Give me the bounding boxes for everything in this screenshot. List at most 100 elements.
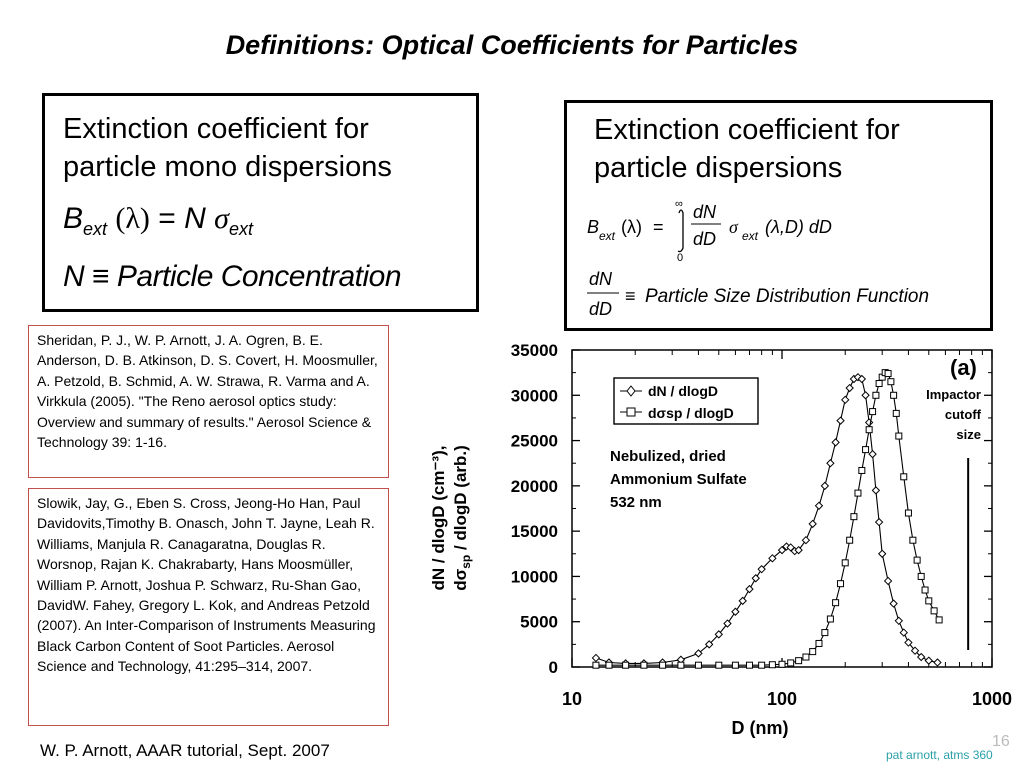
data-point-square	[872, 391, 880, 399]
data-point-square	[758, 661, 766, 669]
data-point-diamond	[826, 459, 835, 468]
data-point-square	[815, 639, 823, 647]
eq-equals: =	[158, 202, 176, 235]
cutoff-label-1: Impactor	[926, 387, 981, 402]
disp-eq2-den: dD	[589, 299, 612, 319]
plot-area: 0 5000 10000 15000 20000 25000 30000 35000 10 100…	[511, 341, 1012, 709]
mono-equation-1: Bext (λ) = N σext	[63, 202, 253, 240]
eq-lambda: (λ)	[115, 202, 150, 235]
data-point-square	[858, 466, 866, 474]
y-tick-label: 20000	[511, 477, 558, 496]
data-point-diamond	[871, 486, 881, 495]
y-tick-label: 10000	[511, 567, 558, 586]
eq-sub-ext: ext	[83, 219, 108, 239]
chart-annotation: Nebulized, dried Ammonium Sulfate 532 nm	[610, 448, 747, 511]
data-point-diamond	[694, 649, 703, 658]
data-point-diamond	[889, 599, 898, 608]
data-point-square	[802, 653, 810, 661]
data-point-diamond	[910, 646, 920, 655]
data-point-square	[640, 661, 648, 669]
mono-heading-line2: particle mono dispersions	[63, 151, 392, 183]
disp-eq2-num: dN	[589, 269, 613, 289]
data-point-diamond	[933, 658, 942, 667]
disp-heading-line2: particle dispersions	[594, 152, 843, 184]
data-point-diamond	[868, 449, 877, 459]
y-tick-label: 5000	[520, 613, 558, 632]
legend-label-2: dσsp / dlogD	[648, 405, 734, 421]
disp-eq-sigma-sub: ext	[742, 229, 759, 243]
data-point-square	[787, 659, 795, 667]
data-point-square	[850, 513, 858, 521]
data-point-square	[778, 660, 786, 668]
annotation-line-3: 532 nm	[610, 494, 662, 511]
data-point-diamond	[831, 438, 840, 447]
legend-square-marker	[626, 407, 636, 417]
data-point-square	[841, 559, 849, 567]
data-point-square	[913, 556, 921, 564]
integral-lower: 0	[677, 252, 683, 264]
reference-slowik: Slowik, Jay, G., Eben S. Cross, Jeong-Ho…	[28, 488, 389, 726]
data-point-square	[826, 615, 834, 623]
disp-eq-ext: ext	[599, 229, 616, 243]
eq2-symbol-n: N	[63, 260, 85, 293]
data-point-square	[884, 370, 892, 378]
data-point-square	[592, 661, 600, 669]
data-point-diamond	[777, 545, 787, 555]
y-axis-label-line2: dσsp / dlogD (arb.)	[451, 445, 473, 591]
eq2-equiv: ≡	[92, 260, 110, 293]
y-tick-label: 15000	[511, 522, 558, 541]
data-point-diamond	[751, 574, 760, 583]
data-point-square	[887, 378, 895, 386]
y-tick-label: 25000	[511, 432, 558, 451]
series-layer	[591, 369, 943, 669]
legend-label-1: dN / dlogD	[648, 383, 718, 399]
data-point-diamond	[757, 564, 766, 574]
data-point-diamond	[814, 501, 824, 510]
integral-sign	[677, 209, 684, 253]
mono-heading: Extinction coefficient for particle mono…	[63, 110, 392, 186]
data-point-square	[935, 616, 943, 624]
data-point-diamond	[845, 383, 854, 393]
data-point-diamond	[768, 554, 777, 563]
data-point-square	[677, 661, 685, 669]
disp-eq2-text: Particle Size Distribution Function	[645, 286, 929, 307]
x-tick-label: 10	[562, 689, 582, 709]
data-point-diamond	[591, 653, 601, 663]
data-point-diamond	[731, 607, 740, 616]
data-point-diamond	[894, 616, 904, 626]
eq-sigma-sub: ext	[228, 219, 253, 239]
data-point-square	[909, 536, 917, 544]
data-point-square	[892, 409, 900, 417]
data-point-square	[731, 661, 739, 669]
dispersion-equations: B ext (λ) = ∞ 0 dN dD σ ext (λ,D) dD dN …	[587, 198, 929, 319]
data-point-square	[795, 657, 803, 665]
data-point-square	[659, 661, 667, 669]
cutoff-label-3: size	[956, 427, 981, 442]
eq-sigma: σ	[214, 202, 229, 235]
data-point-diamond	[820, 481, 830, 491]
data-point-diamond	[714, 630, 723, 639]
disp-eq-num: dN	[693, 202, 717, 222]
data-point-square	[865, 426, 873, 434]
data-point-diamond	[916, 652, 926, 662]
data-point-diamond	[836, 416, 845, 425]
slide-title: Definitions: Optical Coefficients for Pa…	[225, 30, 799, 60]
data-point-square	[821, 629, 829, 637]
eq-symbol-n: N	[184, 202, 206, 235]
data-point-diamond	[877, 549, 887, 558]
x-axis-label: D (nm)	[732, 718, 789, 738]
footer-citation: W. P. Arnott, AAAR tutorial, Sept. 2007	[40, 741, 330, 760]
data-point-square	[809, 648, 817, 656]
disp-heading-line1: Extinction coefficient for	[594, 114, 900, 146]
data-point-diamond	[801, 535, 811, 545]
mono-heading-line1: Extinction coefficient for	[63, 113, 369, 145]
disp-eq-sigma: σ	[729, 217, 739, 237]
data-point-square	[925, 597, 933, 605]
data-point-square	[832, 599, 840, 607]
data-point-square	[875, 380, 883, 388]
data-point-square	[846, 536, 854, 544]
cutoff-label-2: cutoff	[945, 407, 982, 422]
data-point-square	[622, 661, 630, 669]
data-point-diamond	[899, 628, 908, 637]
data-point-diamond	[723, 619, 732, 628]
